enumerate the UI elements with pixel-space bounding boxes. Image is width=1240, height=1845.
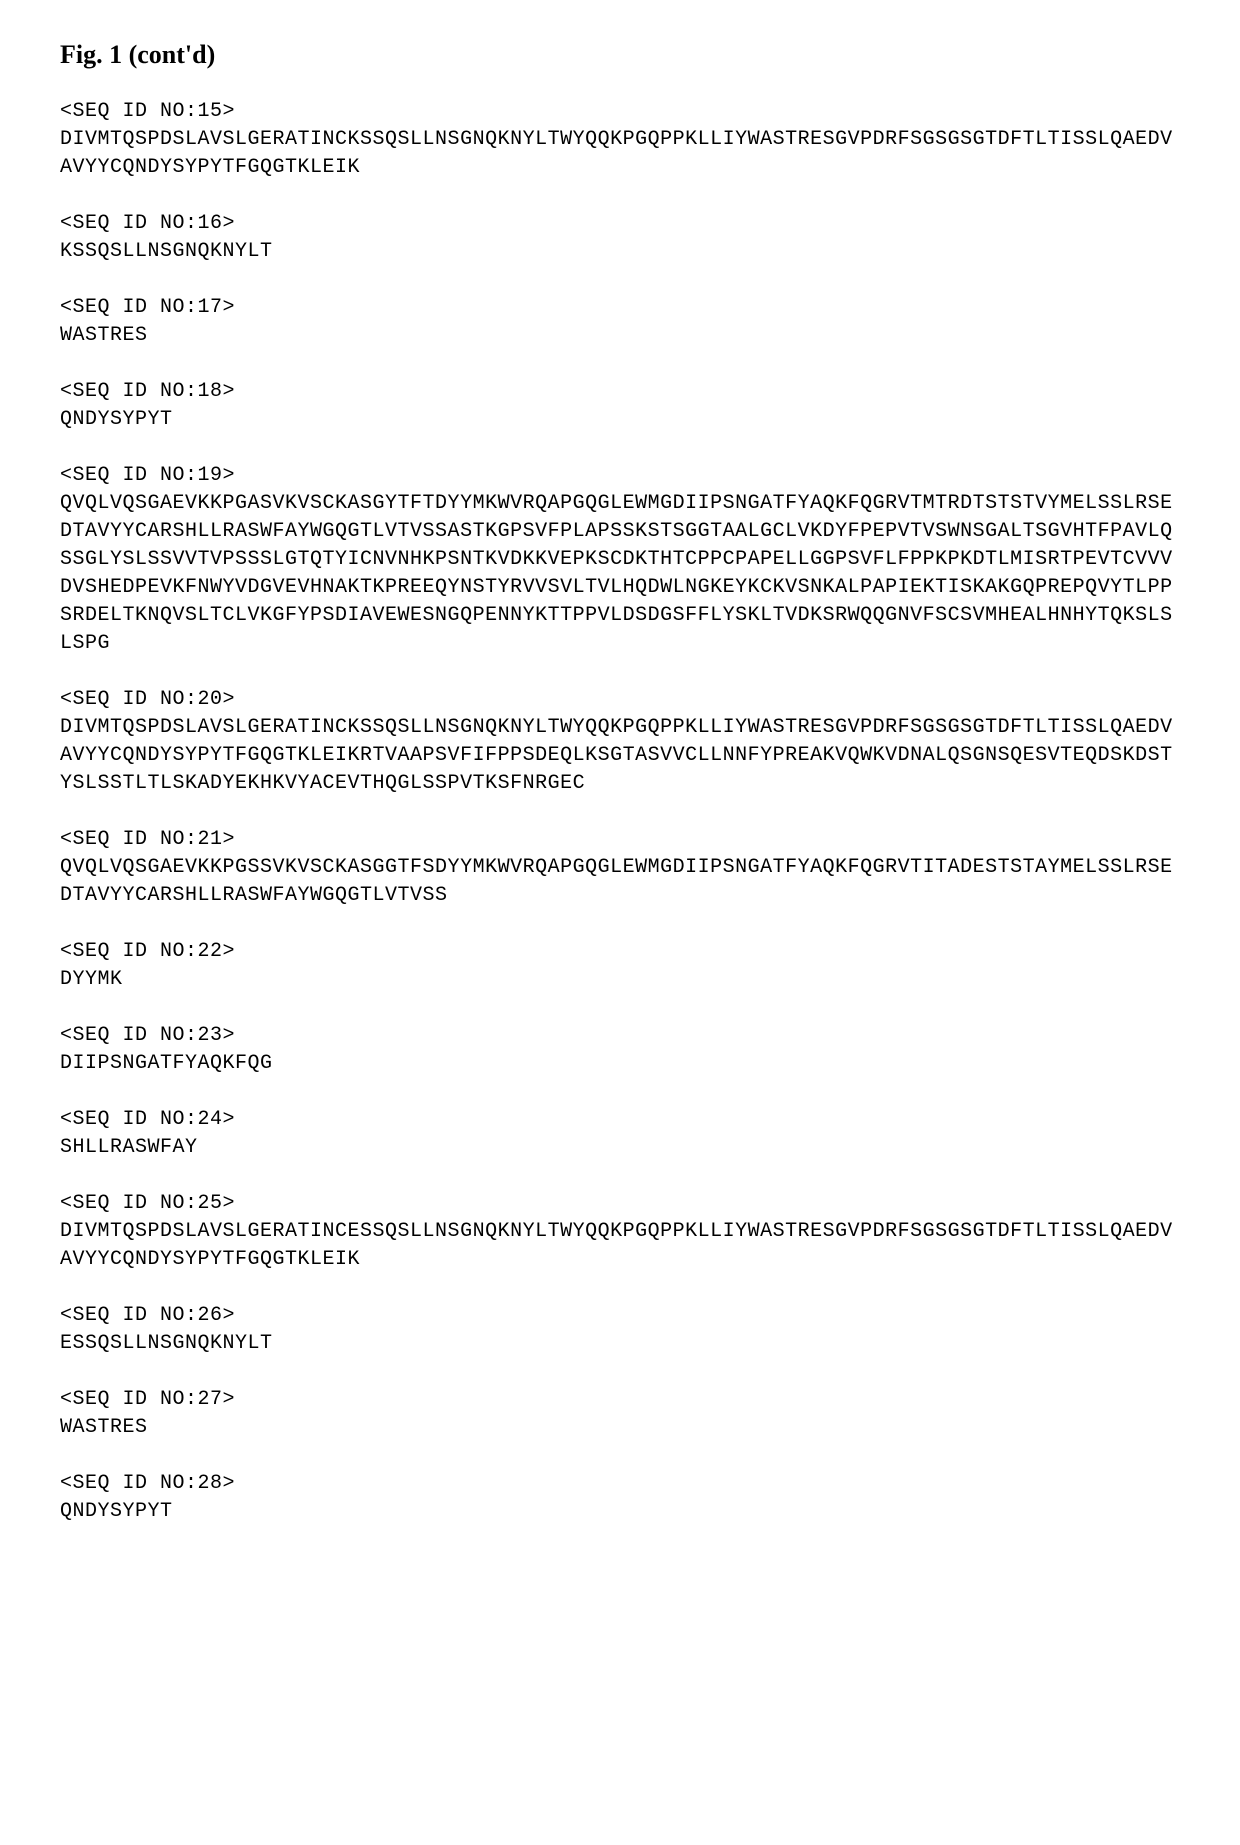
figure-title: Fig. 1 (cont'd) (60, 40, 1180, 70)
sequence-content: DYYMK (60, 966, 1180, 994)
sequence-block: <SEQ ID NO:17> WASTRES (60, 294, 1180, 350)
sequence-header: <SEQ ID NO:23> (60, 1022, 1180, 1050)
sequence-block: <SEQ ID NO:22> DYYMK (60, 938, 1180, 994)
sequence-content: DIIPSNGATFYAQKFQG (60, 1050, 1180, 1078)
sequence-content: DIVMTQSPDSLAVSLGERATINCKSSQSLLNSGNQKNYLT… (60, 126, 1180, 182)
sequence-block: <SEQ ID NO:16> KSSQSLLNSGNQKNYLT (60, 210, 1180, 266)
sequence-content: QVQLVQSGAEVKKPGSSVKVSCKASGGTFSDYYMKWVRQA… (60, 854, 1180, 910)
sequence-header: <SEQ ID NO:21> (60, 826, 1180, 854)
sequence-header: <SEQ ID NO:19> (60, 462, 1180, 490)
sequence-content: WASTRES (60, 322, 1180, 350)
sequence-content: DIVMTQSPDSLAVSLGERATINCKSSQSLLNSGNQKNYLT… (60, 714, 1180, 798)
sequence-content: QNDYSYPYT (60, 1498, 1180, 1526)
sequence-content: KSSQSLLNSGNQKNYLT (60, 238, 1180, 266)
sequence-block: <SEQ ID NO:20> DIVMTQSPDSLAVSLGERATINCKS… (60, 686, 1180, 798)
sequence-content: SHLLRASWFAY (60, 1134, 1180, 1162)
sequence-header: <SEQ ID NO:16> (60, 210, 1180, 238)
sequence-block: <SEQ ID NO:23> DIIPSNGATFYAQKFQG (60, 1022, 1180, 1078)
sequence-header: <SEQ ID NO:27> (60, 1386, 1180, 1414)
sequence-content: DIVMTQSPDSLAVSLGERATINCESSQSLLNSGNQKNYLT… (60, 1218, 1180, 1274)
sequence-content: QNDYSYPYT (60, 406, 1180, 434)
sequence-block: <SEQ ID NO:28> QNDYSYPYT (60, 1470, 1180, 1526)
sequence-header: <SEQ ID NO:20> (60, 686, 1180, 714)
sequence-block: <SEQ ID NO:15> DIVMTQSPDSLAVSLGERATINCKS… (60, 98, 1180, 182)
sequence-header: <SEQ ID NO:24> (60, 1106, 1180, 1134)
sequence-header: <SEQ ID NO:18> (60, 378, 1180, 406)
sequence-block: <SEQ ID NO:27> WASTRES (60, 1386, 1180, 1442)
sequence-block: <SEQ ID NO:26> ESSQSLLNSGNQKNYLT (60, 1302, 1180, 1358)
sequence-block: <SEQ ID NO:19> QVQLVQSGAEVKKPGASVKVSCKAS… (60, 462, 1180, 658)
sequence-header: <SEQ ID NO:25> (60, 1190, 1180, 1218)
sequence-block: <SEQ ID NO:24> SHLLRASWFAY (60, 1106, 1180, 1162)
sequence-header: <SEQ ID NO:28> (60, 1470, 1180, 1498)
sequence-block: <SEQ ID NO:25> DIVMTQSPDSLAVSLGERATINCES… (60, 1190, 1180, 1274)
sequence-content: WASTRES (60, 1414, 1180, 1442)
sequence-block: <SEQ ID NO:21> QVQLVQSGAEVKKPGSSVKVSCKAS… (60, 826, 1180, 910)
sequence-header: <SEQ ID NO:15> (60, 98, 1180, 126)
sequence-header: <SEQ ID NO:22> (60, 938, 1180, 966)
sequence-header: <SEQ ID NO:17> (60, 294, 1180, 322)
sequence-content: ESSQSLLNSGNQKNYLT (60, 1330, 1180, 1358)
sequence-header: <SEQ ID NO:26> (60, 1302, 1180, 1330)
sequence-content: QVQLVQSGAEVKKPGASVKVSCKASGYTFTDYYMKWVRQA… (60, 490, 1180, 658)
sequence-block: <SEQ ID NO:18> QNDYSYPYT (60, 378, 1180, 434)
